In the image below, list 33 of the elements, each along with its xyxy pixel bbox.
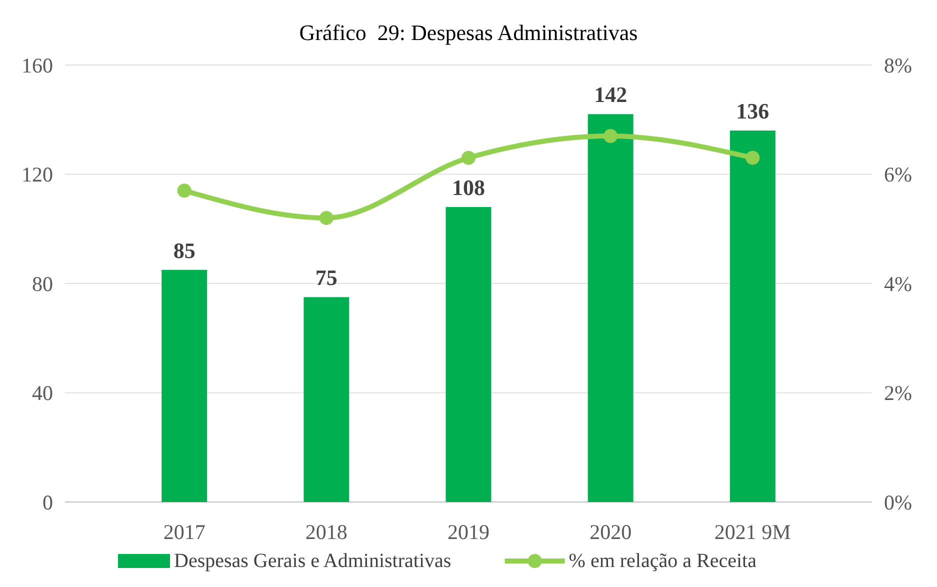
bar (588, 114, 634, 502)
bar (446, 207, 492, 502)
y2-tick-label: 2% (884, 381, 912, 406)
data-label: 75 (315, 265, 338, 290)
y2-tick-label: 4% (884, 272, 912, 296)
x-tick-label: 2018 (305, 520, 348, 544)
point (604, 129, 618, 144)
chart-title: Gráfico 29: Despesas Administrativas (299, 20, 638, 45)
y-tick-label: 0 (42, 490, 53, 514)
x-tick-label: 2019 (448, 520, 490, 544)
point (319, 210, 334, 225)
data-label: 142 (594, 82, 628, 108)
point (177, 184, 192, 198)
y-tick-label: 120 (22, 162, 53, 187)
point (746, 150, 760, 165)
y2-tick-label: 6% (884, 162, 912, 187)
x-tick-label: 2020 (590, 520, 632, 544)
x-tick-label: 2017 (163, 520, 206, 544)
y2-tick-label: 8% (884, 53, 912, 78)
legend-label: Despesas Gerais e Administrativas (174, 550, 452, 572)
y-tick-label: 40 (32, 381, 53, 406)
data-label: 136 (736, 98, 770, 124)
bar (730, 130, 776, 502)
y-tick-label: 80 (32, 272, 53, 296)
data-label: 85 (173, 238, 196, 263)
y2-tick-label: 0% (884, 490, 912, 514)
x-tick-label: 2021 9M (714, 520, 792, 544)
point (462, 150, 476, 165)
bar (304, 297, 350, 502)
y-tick-label: 160 (22, 53, 53, 78)
bar (162, 270, 208, 502)
data-label: 108 (452, 175, 485, 200)
legend-label: % em relação a Receita (568, 550, 757, 572)
